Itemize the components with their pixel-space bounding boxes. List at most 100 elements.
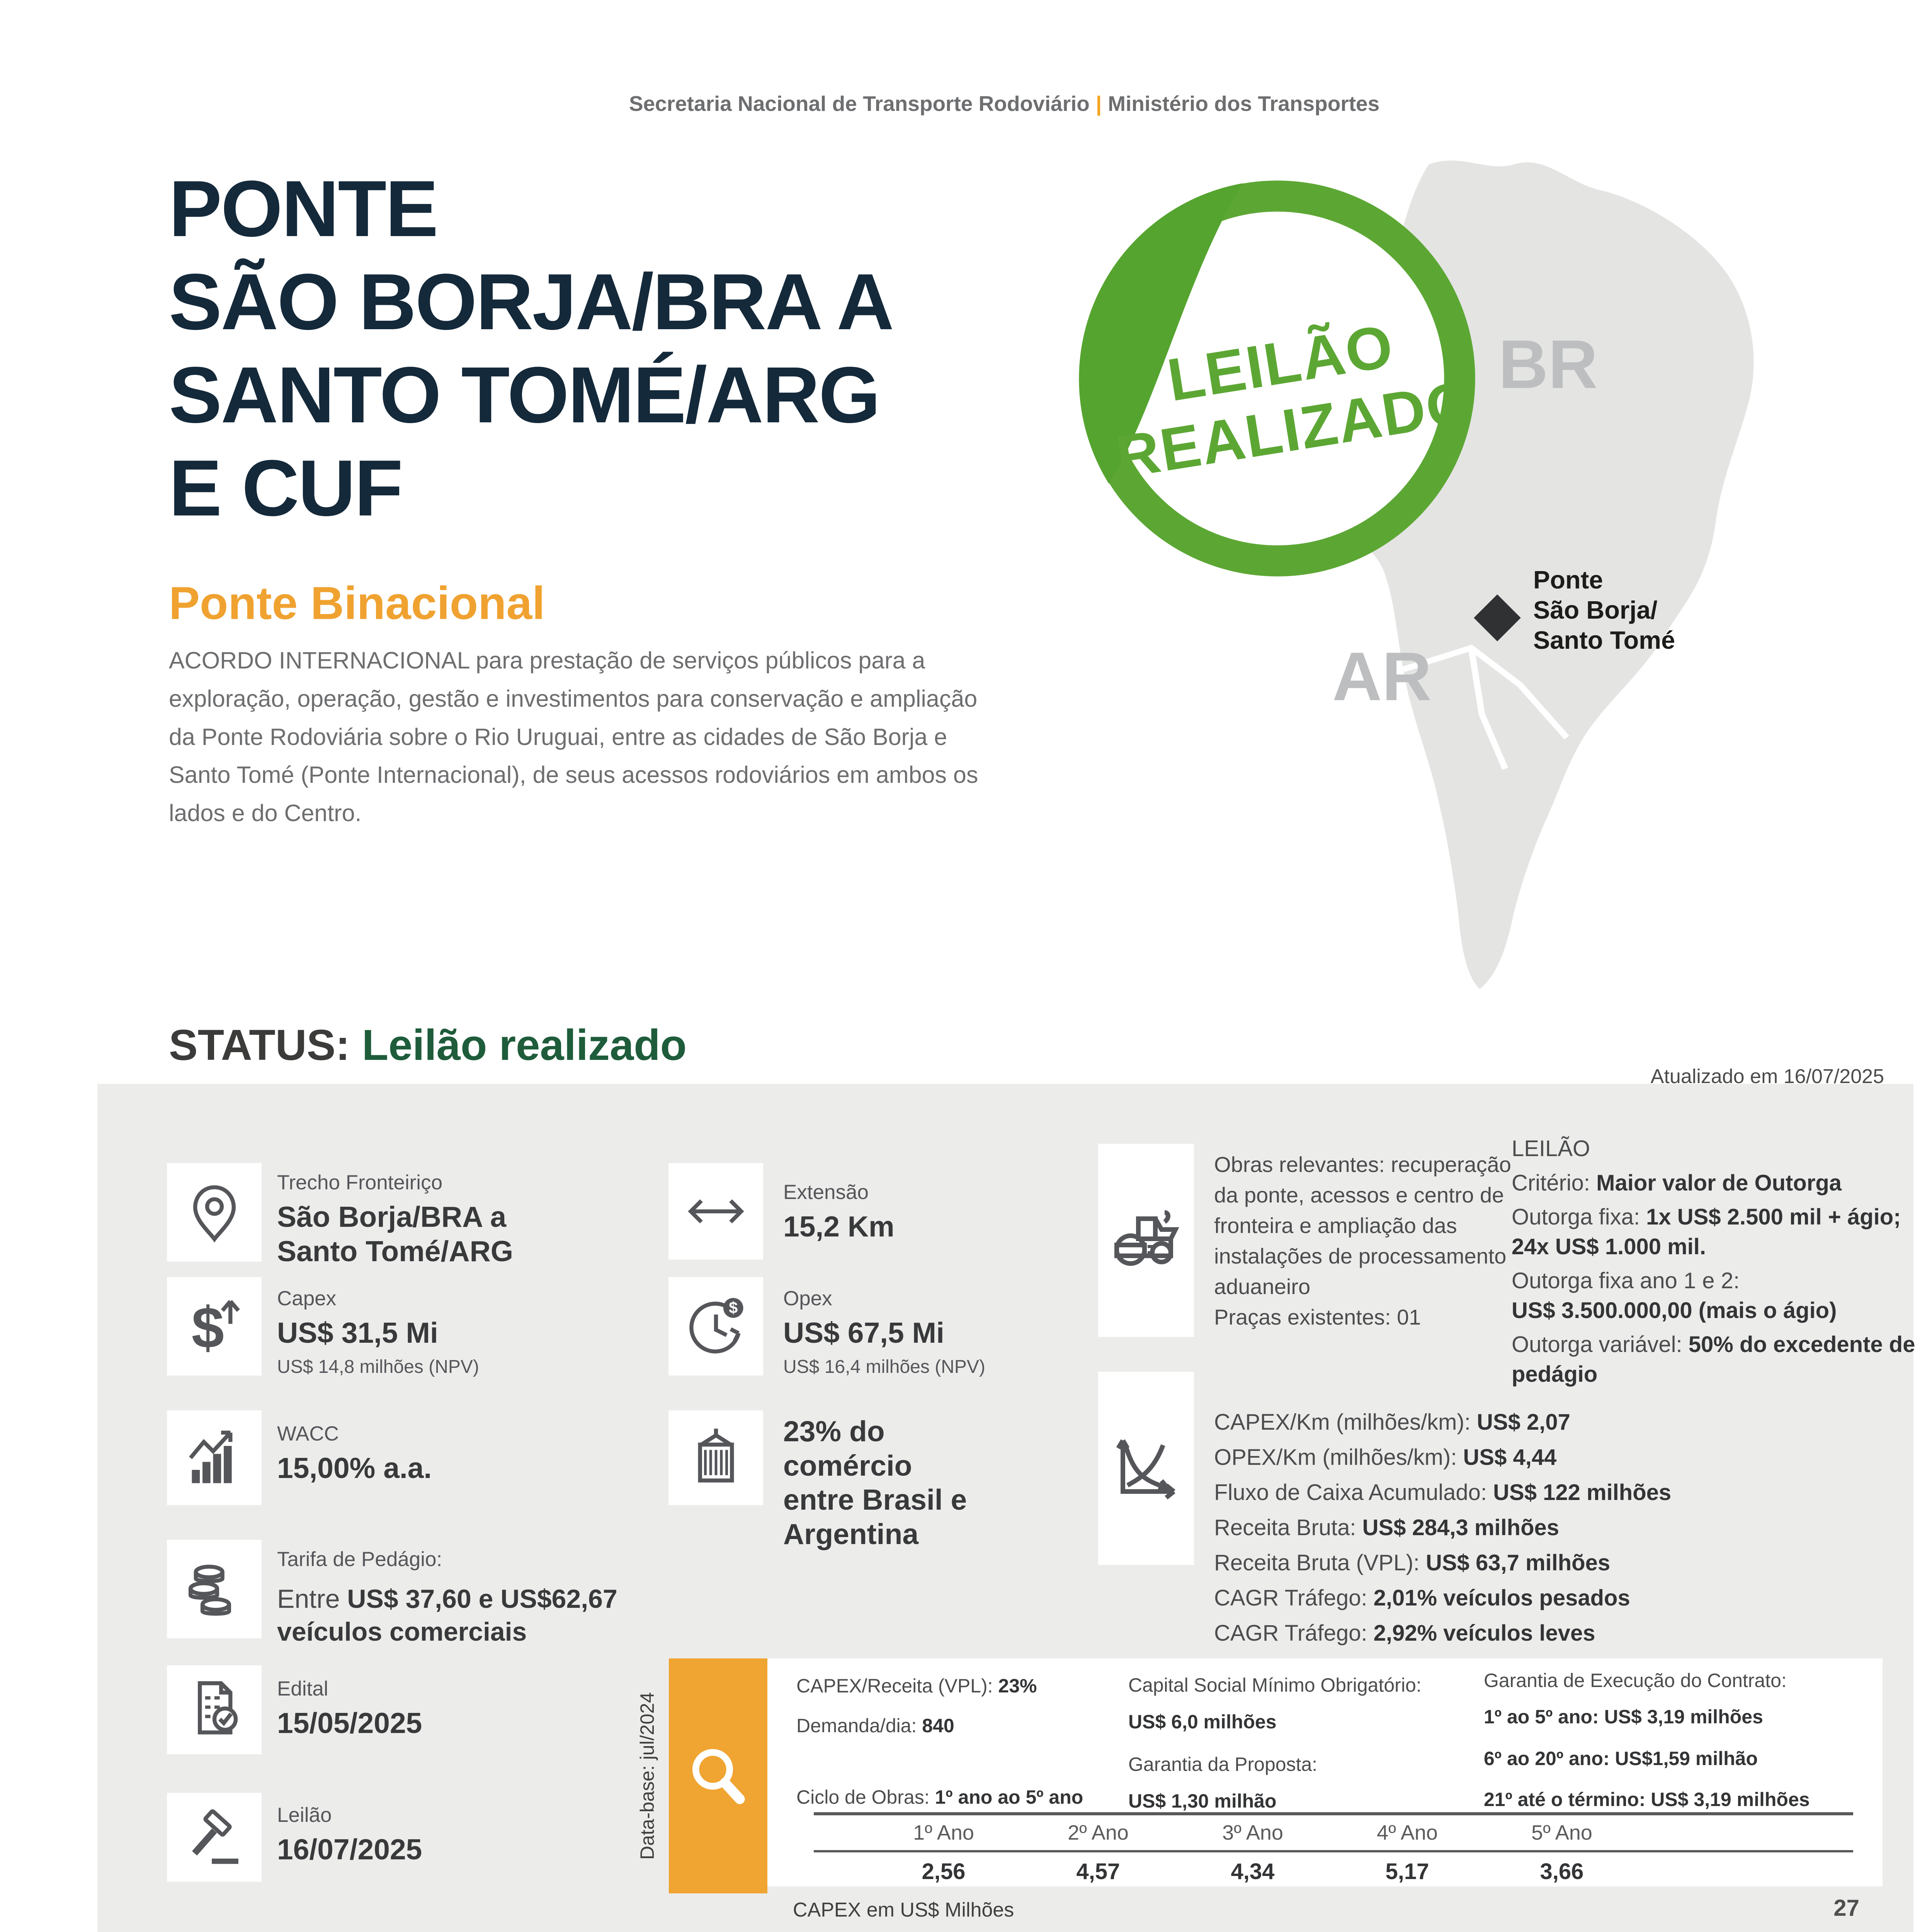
auction-stamp: LEILÃO REALIZADO [1079, 180, 1479, 577]
stat-line: Receita Bruta: US$ 284,3 milhões [1214, 1510, 1902, 1545]
fin-execucao-title: Garantia de Execução do Contrato: [1484, 1670, 1787, 1691]
marker-label-line: São Borja/ [1533, 596, 1658, 624]
criterio-label: Critério: [1512, 1170, 1597, 1196]
obras-tile [1098, 1144, 1194, 1337]
tarifa-card: Tarifa de Pedágio: Entre US$ 37,60 e US$… [277, 1548, 679, 1648]
fin-label: Demanda/dia: [796, 1715, 922, 1736]
capex-card: Capex US$ 31,5 Mi US$ 14,8 milhões (NPV) [277, 1287, 625, 1378]
opex-value: US$ 67,5 Mi [783, 1316, 944, 1349]
page-header: Secretaria Nacional de Transporte Rodovi… [0, 91, 1932, 116]
capex-table-value: 5,17 [1385, 1859, 1429, 1884]
container-icon [698, 1428, 734, 1483]
stat-value: US$ 122 milhões [1493, 1480, 1672, 1505]
capex-table-value: 4,34 [1231, 1859, 1275, 1884]
stat-line: OPEX/Km (milhões/km): US$ 4,44 [1214, 1440, 1902, 1475]
edital-value: 15/05/2025 [277, 1707, 422, 1739]
capex-table-col: 4º Ano [1377, 1821, 1438, 1844]
leilao-criterio: Critério: Maior valor de Outorga [1512, 1168, 1932, 1198]
title-line: SÃO BORJA/BRA A [169, 257, 894, 347]
fin-capital-label: Capital Social Mínimo Obrigatório: [1128, 1674, 1422, 1696]
stat-line: CAGR Tráfego: 2,92% veículos leves [1214, 1616, 1902, 1651]
title-line: E CUF [169, 444, 403, 533]
data-base-note: Data-base: jul/2024 [636, 1692, 658, 1860]
fin-label: CAPEX/Receita (VPL): [796, 1675, 998, 1697]
fin-value: 1º ano ao 5º ano [935, 1786, 1083, 1808]
capex-table-col: 3º Ano [1222, 1821, 1283, 1844]
wacc-tile [167, 1410, 262, 1505]
stats-tile [1098, 1372, 1194, 1565]
stat-line: Fluxo de Caixa Acumulado: US$ 122 milhõe… [1214, 1475, 1902, 1510]
outorga-var-label: Outorga variável: [1512, 1332, 1689, 1357]
opex-tile: $ [668, 1277, 763, 1376]
stat-value: 2,01% veículos pesados [1373, 1585, 1630, 1611]
clock-dollar-icon: $ [689, 1298, 743, 1354]
search-accent-box [669, 1658, 767, 1893]
leilao-outorga-var: Outorga variável: 50% do excedente de pe… [1512, 1330, 1932, 1389]
fin-value: 840 [922, 1715, 954, 1736]
table-caption: CAPEX em US$ Milhões [793, 1899, 1014, 1921]
stat-label: CAGR Tráfego: [1214, 1585, 1374, 1611]
tarifa-value: US$ 37,60 e US$62,67 veículos comerciais [277, 1584, 617, 1646]
status-heading: STATUS: Leilão realizado [169, 1020, 687, 1070]
fin-garantia-value: US$ 1,30 milhão [1128, 1790, 1277, 1812]
trecho-label: Trecho Fronteiriço [277, 1171, 443, 1194]
obras-text: Obras relevantes: recuperação da ponte, … [1214, 1152, 1511, 1299]
capex-table-values: 2,56 4,57 4,34 5,17 3,66 [866, 1859, 1639, 1884]
leilao-outorga-ano: Outorga fixa ano 1 e 2: US$ 3.500.000,00… [1512, 1266, 1932, 1325]
comercio-card: 23% do comércio entre Brasil e Argentina [783, 1414, 984, 1551]
capex-table-value: 4,57 [1076, 1859, 1120, 1884]
coins-icon [188, 1564, 231, 1616]
opex-label: Opex [783, 1287, 832, 1310]
capex-note: US$ 14,8 milhões (NPV) [277, 1356, 479, 1377]
fin-garantia-label: Garantia da Proposta: [1128, 1753, 1318, 1775]
wacc-value: 15,00% a.a. [277, 1452, 432, 1484]
dollar-up-icon: $ [191, 1295, 240, 1360]
steamroller-icon [1114, 1210, 1179, 1266]
financial-panel: CAPEX/Receita (VPL): 23% Demanda/dia: 84… [767, 1658, 1883, 1886]
stat-label: Receita Bruta (VPL): [1214, 1550, 1426, 1575]
line-chart-icon [1116, 1439, 1175, 1500]
stat-label: OPEX/Km (milhões/km): [1214, 1445, 1463, 1470]
edital-card: Edital 15/05/2025 [277, 1677, 625, 1740]
fin-value: 23% [998, 1675, 1037, 1697]
title-line: PONTE [169, 164, 439, 253]
leilao-date-card: Leilão 16/07/2025 [277, 1803, 625, 1867]
extensao-label: Extensão [783, 1181, 869, 1204]
stat-line: CAGR Tráfego: 2,01% veículos pesados [1214, 1580, 1902, 1616]
status-value: Leilão realizado [362, 1021, 687, 1069]
stat-value: US$ 4,44 [1463, 1445, 1557, 1470]
map-label-brazil: BR [1498, 326, 1598, 403]
double-arrow-icon [687, 1199, 744, 1224]
stat-value: US$ 63,7 milhões [1426, 1550, 1611, 1575]
stats-list: CAPEX/Km (milhões/km): US$ 2,07 OPEX/Km … [1214, 1405, 1902, 1651]
table-rule-mid [814, 1850, 1853, 1852]
stat-label: CAPEX/Km (milhões/km): [1214, 1410, 1477, 1435]
header-right: Ministério dos Transportes [1108, 92, 1380, 116]
outorga-fixa-label: Outorga fixa: [1512, 1204, 1646, 1230]
leilao-terms: LEILÃO Critério: Maior valor de Outorga … [1512, 1134, 1932, 1394]
fin-label: Ciclo de Obras: [796, 1786, 935, 1808]
outorga-var-value: 50% do excedente de pedágio [1512, 1332, 1915, 1387]
leilao-date-label: Leilão [277, 1804, 332, 1827]
table-rule-top [814, 1812, 1853, 1815]
svg-text:$: $ [191, 1295, 224, 1360]
leilao-date-value: 16/07/2025 [277, 1833, 422, 1866]
obras-pracas: Praças existentes: 01 [1214, 1304, 1421, 1329]
capex-value: US$ 31,5 Mi [277, 1316, 438, 1349]
capex-table-col: 1º Ano [913, 1821, 974, 1844]
comercio-tile [668, 1410, 763, 1505]
wacc-card: WACC 15,00% a.a. [277, 1422, 625, 1485]
stat-line: CAPEX/Km (milhões/km): US$ 2,07 [1214, 1405, 1902, 1440]
map-marker-label: Ponte São Borja/ Santo Tomé [1533, 565, 1675, 655]
svg-text:$: $ [729, 1299, 738, 1316]
trecho-value: São Borja/BRA a Santo Tomé/ARG [277, 1201, 514, 1267]
extensao-value: 15,2 Km [783, 1210, 895, 1243]
fin-ciclo: Ciclo de Obras: 1º ano ao 5º ano [796, 1786, 1144, 1808]
trecho-card: Trecho Fronteiriço São Borja/BRA a Santo… [277, 1171, 548, 1268]
stat-label: Fluxo de Caixa Acumulado: [1214, 1480, 1493, 1505]
obras-card: Obras relevantes: recuperação da ponte, … [1214, 1150, 1512, 1333]
outorga-ano-label: Outorga fixa ano 1 e 2: [1512, 1268, 1740, 1294]
header-left: Secretaria Nacional de Transporte Rodovi… [629, 92, 1090, 116]
capex-table-header: 1º Ano 2º Ano 3º Ano 4º Ano 5º Ano [866, 1821, 1639, 1845]
